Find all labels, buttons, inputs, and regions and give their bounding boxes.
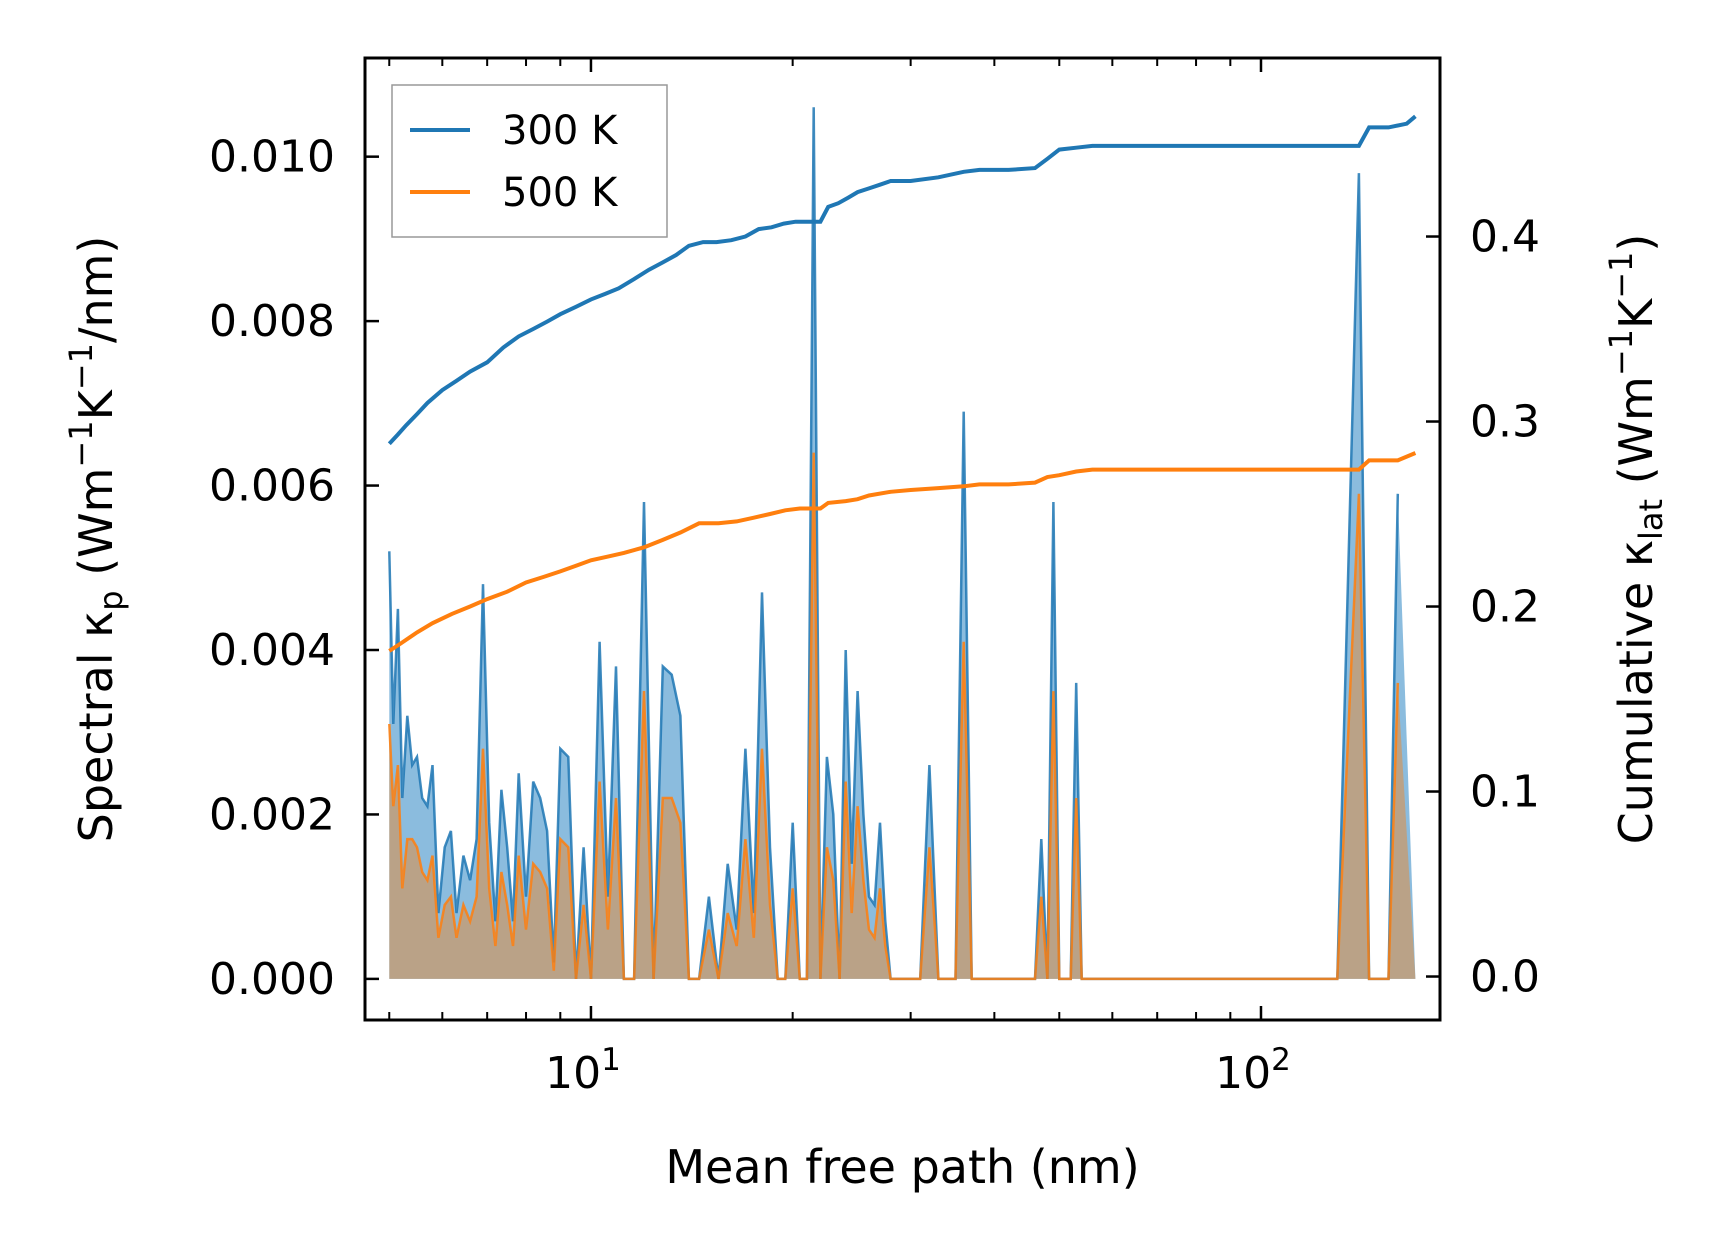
y-left-tick-label: 0.010 [209,132,335,183]
y-left-tick-label: 0.006 [209,461,335,512]
y-left-tick-label: 0.008 [209,296,335,347]
y-left-tick-label: 0.002 [209,789,335,840]
y-left-tick-label: 0.004 [209,625,335,676]
x-axis-title: Mean free path (nm) [665,1140,1139,1194]
y-axis-right-title: Cumulative κlat (Wm−1K−1) [1602,234,1670,845]
tick-labels: 101 102 0.000 0.002 0.004 0.006 0.008 0.010 0.0 0… [209,132,1540,1099]
legend-frame [391,84,668,238]
legend: 300 K 500 K [391,84,668,238]
data-lines [387,107,1417,981]
cumulative-line-500k [388,451,1417,653]
legend-label-500k: 500 K [502,170,619,216]
y-right-tick-label: 0.1 [1470,767,1540,818]
plot-frame [363,56,1442,1022]
y-left-tick-label: 0.000 [209,954,335,1005]
spectral-area-500k [389,452,1416,979]
y-right-tick-label: 0.0 [1470,952,1540,1003]
cumulative-line-300k [387,114,1417,446]
y-axis-left-title: Spectral κp (Wm−1K−1/nm) [62,236,130,843]
plot-area [363,56,1442,1022]
legend-label-300k: 300 K [502,108,619,154]
y-right-tick-label: 0.3 [1470,397,1540,448]
x-tick-label: 101 [545,1042,621,1099]
y-right-tick-label: 0.4 [1470,212,1540,263]
y-right-tick-label: 0.2 [1470,582,1540,633]
x-tick-label: 102 [1215,1042,1291,1099]
spectral-line-500k [388,452,1400,981]
